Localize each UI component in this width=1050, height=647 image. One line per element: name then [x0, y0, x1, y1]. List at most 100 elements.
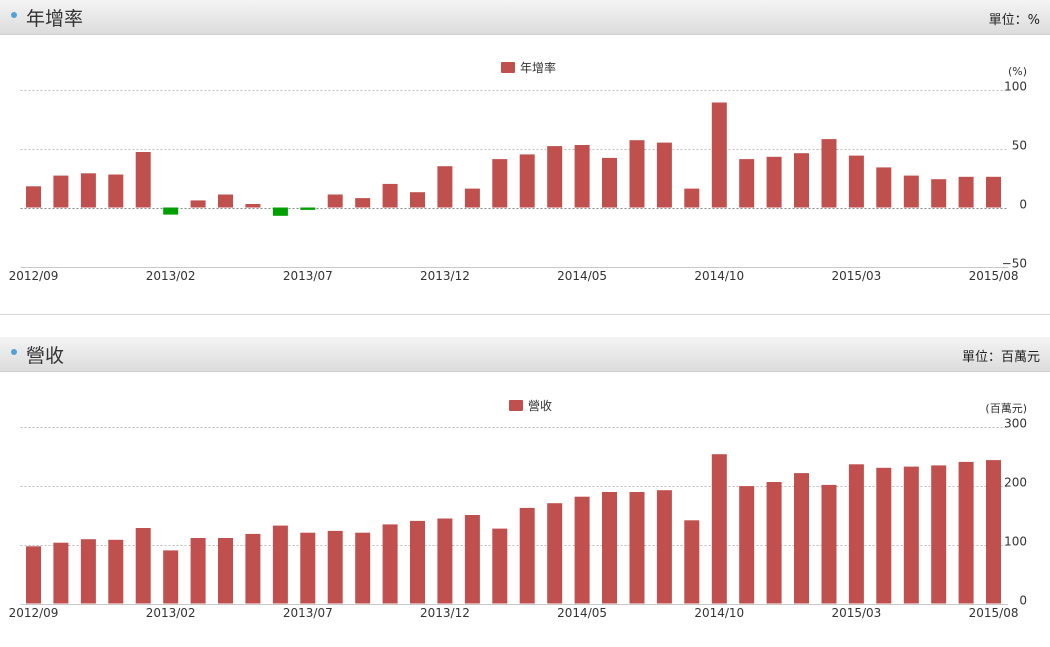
bar: [931, 179, 947, 208]
bar: [739, 159, 755, 208]
x-tick-label: 2013/12: [420, 606, 470, 620]
bar: [135, 528, 151, 604]
bar: [958, 461, 974, 604]
bar: [766, 482, 782, 604]
yoy-unit-label: 單位：%: [988, 13, 1040, 28]
bar: [848, 155, 864, 208]
x-tick-label: 2014/05: [557, 269, 607, 283]
bar: [135, 152, 151, 208]
bar: [80, 173, 96, 208]
x-tick-label: 2013/02: [146, 269, 196, 283]
bar: [410, 520, 425, 604]
bar: [684, 520, 700, 604]
bar: [547, 503, 563, 604]
bar: [108, 539, 124, 604]
bar: [629, 492, 645, 604]
bar: [656, 490, 672, 604]
bar: [272, 207, 288, 216]
bar: [382, 524, 398, 604]
legend-swatch: [509, 400, 523, 411]
revenue-unit-label: 單位：百萬元: [961, 350, 1040, 365]
x-tick-label: 2013/02: [146, 606, 196, 620]
bar: [437, 518, 453, 604]
y-tick-label: 0: [1019, 198, 1027, 212]
x-tick-label: 2015/03: [831, 606, 881, 620]
bar: [410, 192, 425, 208]
bar: [245, 204, 261, 208]
y-tick-label: 100: [1004, 80, 1027, 94]
y-tick-label: 100: [1004, 535, 1027, 549]
bar: [574, 496, 590, 604]
bar: [108, 174, 124, 208]
legend-swatch: [501, 62, 515, 73]
x-tick-label: 2014/10: [694, 269, 744, 283]
bar: [903, 175, 919, 208]
legend-label: 營收: [528, 399, 552, 413]
yoy-panel-title: 年增率: [26, 8, 84, 30]
bar: [272, 525, 288, 604]
bar: [26, 546, 41, 604]
bullet-icon: [11, 12, 17, 18]
yoy-chart: 100 50 0 −50 (%) 年增率 2012/09 2013/02 2013/07 2013…: [9, 60, 1027, 283]
bar: [931, 465, 947, 604]
bar: [519, 507, 535, 604]
bar: [656, 142, 672, 208]
bar: [739, 486, 755, 604]
bar: [958, 176, 974, 208]
bar: [355, 198, 371, 208]
bar: [602, 492, 617, 604]
bar: [53, 175, 69, 208]
bar: [26, 186, 41, 208]
bar: [986, 460, 1001, 604]
bar: [300, 532, 316, 604]
bar: [794, 153, 809, 208]
bar: [876, 167, 892, 208]
bar: [547, 146, 563, 208]
bar: [245, 533, 261, 604]
bar: [821, 139, 837, 208]
x-tick-label: 2013/07: [283, 269, 333, 283]
y-tick-label: 0: [1019, 594, 1027, 608]
unit-axis-label: (百萬元): [985, 402, 1027, 415]
yoy-panel-header: 年增率 單位：%: [0, 0, 1050, 35]
bar: [876, 467, 892, 604]
bar: [574, 145, 590, 208]
bar: [327, 530, 343, 604]
bar: [163, 550, 179, 604]
bar: [492, 159, 508, 208]
x-tick-label: 2014/10: [694, 606, 744, 620]
bar: [80, 539, 96, 604]
bar: [684, 188, 700, 208]
panel-divider: [0, 314, 1050, 315]
x-tick-label: 2015/08: [969, 269, 1019, 283]
bar: [848, 464, 864, 604]
y-tick-label: 300: [1004, 417, 1027, 431]
bar: [519, 154, 535, 208]
x-tick-label: 2012/09: [9, 269, 59, 283]
bar: [190, 200, 206, 208]
y-tick-label: −50: [1002, 257, 1027, 271]
bar: [629, 140, 645, 208]
x-tick-label: 2012/09: [9, 606, 59, 620]
bar: [821, 484, 837, 604]
revenue-chart: 300 200 100 0 (百萬元) 營收 2012/09 2013/02 2013/07 20…: [9, 399, 1027, 620]
y-tick-label: 50: [1012, 139, 1027, 153]
unit-axis-label: (%): [1008, 65, 1027, 78]
bar: [766, 156, 782, 208]
bar: [437, 166, 453, 208]
legend-label: 年增率: [520, 60, 556, 75]
x-tick-label: 2015/08: [969, 606, 1019, 620]
bar: [355, 532, 371, 604]
y-tick-label: 200: [1004, 476, 1027, 490]
bar: [218, 538, 233, 604]
bar: [986, 176, 1001, 208]
revenue-panel-header: 營收 單位：百萬元: [0, 337, 1050, 372]
bullet-icon: [11, 349, 17, 355]
bar: [327, 194, 343, 208]
bar: [794, 473, 809, 604]
bar: [382, 183, 398, 208]
revenue-panel: 營收 單位：百萬元 300 200 100 0 (百萬元) 營收 2012/09 2013/0…: [0, 337, 1050, 647]
yoy-panel: 年增率 單位：% 100 50 0 −50 (%) 年增率 2012/09 2013/02 20…: [0, 0, 1050, 314]
bar: [53, 542, 69, 604]
bar: [464, 515, 480, 604]
